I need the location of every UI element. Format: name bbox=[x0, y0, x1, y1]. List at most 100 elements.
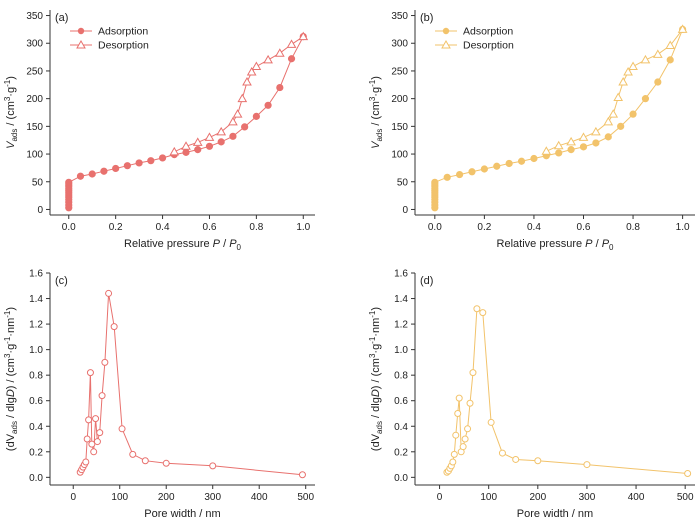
data-point bbox=[135, 159, 143, 167]
data-point bbox=[181, 141, 191, 150]
data-point bbox=[449, 458, 457, 466]
data-point bbox=[205, 142, 214, 150]
data-point bbox=[76, 172, 85, 180]
data-point bbox=[541, 146, 552, 155]
y-tick-label: 1.0 bbox=[29, 345, 43, 356]
data-point bbox=[431, 178, 439, 186]
y-tick-label: 0 bbox=[402, 205, 408, 216]
y-tick-label: 0.4 bbox=[394, 422, 408, 433]
legend: Adsorption Desorption bbox=[435, 26, 514, 52]
data-point bbox=[252, 112, 260, 120]
data-point bbox=[505, 159, 513, 168]
y-tick-label: 1.4 bbox=[394, 294, 408, 305]
data-point bbox=[90, 448, 98, 456]
data-point bbox=[592, 139, 600, 147]
data-point bbox=[452, 431, 460, 439]
y-tick-label: 0.2 bbox=[29, 447, 43, 458]
data-point bbox=[118, 425, 126, 433]
data-point bbox=[182, 148, 190, 156]
series-desorption bbox=[169, 31, 309, 156]
data-point bbox=[455, 394, 463, 402]
x-tick-label: 0 bbox=[437, 492, 443, 503]
data-point bbox=[274, 48, 285, 57]
y-tick-label: 1.0 bbox=[394, 345, 408, 356]
panel-label: (b) bbox=[420, 12, 433, 24]
data-point bbox=[553, 140, 564, 150]
x-tick-label: 200 bbox=[529, 492, 546, 503]
x-axis-label: Pore width / nm bbox=[144, 508, 220, 520]
series-line bbox=[446, 307, 688, 474]
y-tick-label: 200 bbox=[391, 94, 408, 105]
data-point bbox=[85, 416, 93, 424]
x-tick-label: 0.8 bbox=[249, 222, 263, 233]
x-tick-label: 1.0 bbox=[676, 222, 690, 233]
y-tick-label: 1.2 bbox=[29, 320, 43, 331]
x-tick-label: 0.0 bbox=[428, 222, 442, 233]
data-point bbox=[652, 49, 663, 58]
data-point bbox=[98, 392, 106, 400]
y-tick-label: 1.4 bbox=[29, 294, 43, 305]
data-point bbox=[665, 40, 676, 49]
y-tick-label: 250 bbox=[26, 66, 43, 77]
x-tick-label: 0.6 bbox=[577, 222, 591, 233]
data-point bbox=[298, 471, 306, 479]
data-point bbox=[487, 418, 495, 426]
y-tick-label: 150 bbox=[26, 122, 43, 133]
y-tick-label: 100 bbox=[391, 150, 408, 161]
data-point bbox=[567, 146, 575, 154]
data-point bbox=[555, 149, 563, 157]
legend-marker bbox=[441, 39, 451, 49]
panel-label: (a) bbox=[55, 12, 68, 24]
data-point bbox=[286, 39, 297, 48]
data-point bbox=[242, 77, 252, 86]
x-tick-label: 0.2 bbox=[477, 222, 491, 233]
series-line bbox=[546, 29, 683, 152]
x-tick-label: 200 bbox=[158, 492, 175, 503]
data-point bbox=[479, 309, 487, 317]
legend-entry: Desorption bbox=[98, 40, 149, 52]
data-point bbox=[450, 450, 458, 458]
data-point bbox=[454, 409, 462, 417]
data-point bbox=[459, 443, 467, 451]
data-point bbox=[629, 110, 637, 118]
data-point bbox=[96, 429, 104, 437]
data-point bbox=[158, 154, 167, 162]
data-point bbox=[530, 154, 538, 163]
y-tick-label: 0 bbox=[37, 205, 43, 216]
panel-b: 0.0 0.2 0.4 0.6 0.8 1.0 0 50 100 150 200 250 300 350 (… bbox=[368, 10, 695, 252]
data-point bbox=[216, 126, 227, 136]
data-point bbox=[493, 162, 501, 170]
y-tick-label: 200 bbox=[26, 94, 43, 105]
data-point bbox=[123, 162, 131, 170]
data-point bbox=[86, 369, 94, 377]
series-adsorption bbox=[431, 25, 687, 212]
data-point bbox=[579, 143, 588, 151]
data-point bbox=[101, 358, 109, 366]
data-point bbox=[456, 170, 464, 179]
x-axis-label: Relative pressure P / P0 bbox=[124, 238, 242, 252]
data-point bbox=[534, 457, 542, 465]
x-tick-label: 0.8 bbox=[626, 222, 640, 233]
y-tick-label: 0.0 bbox=[394, 473, 408, 484]
data-point bbox=[246, 67, 257, 76]
series-psd bbox=[443, 305, 692, 478]
data-point bbox=[603, 116, 614, 126]
y-tick-label: 0.8 bbox=[29, 371, 43, 382]
legend-marker bbox=[442, 27, 450, 35]
data-point bbox=[684, 470, 692, 478]
series-psd bbox=[76, 289, 306, 479]
data-point bbox=[82, 458, 90, 466]
data-point bbox=[654, 78, 662, 86]
x-tick-label: 1.0 bbox=[296, 222, 310, 233]
series-line bbox=[79, 293, 303, 476]
data-point bbox=[677, 24, 688, 33]
y-tick-label: 0.6 bbox=[394, 396, 408, 407]
panel-d: 0 100 200 300 400 500 0.0 0.2 0.4 0.6 0.8 1.0 1.2 1.4… bbox=[368, 269, 695, 520]
data-point bbox=[162, 459, 170, 467]
y-tick-label: 150 bbox=[391, 122, 408, 133]
data-point bbox=[263, 54, 273, 64]
data-point bbox=[578, 132, 589, 141]
data-point bbox=[591, 126, 601, 136]
panel-c: 0 100 200 300 400 500 0.0 0.2 0.4 0.6 0.8 1.0 1.2 1.4… bbox=[3, 269, 315, 520]
